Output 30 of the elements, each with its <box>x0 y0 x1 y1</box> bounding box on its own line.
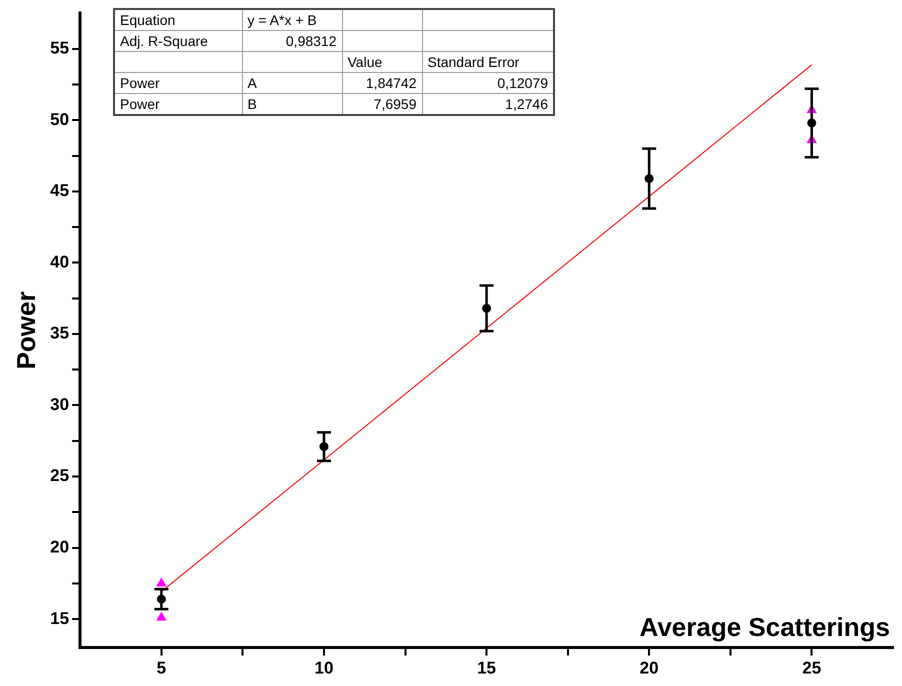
annotation: 0,98312 <box>242 30 342 52</box>
annotation: Standard Error <box>422 52 554 72</box>
y-tick-label: 35 <box>50 324 70 343</box>
y-tick-label: 30 <box>50 394 70 414</box>
x-tick-label: 10 <box>314 658 334 678</box>
annotation: Equation <box>114 9 242 30</box>
annotation: 1,2746 <box>422 94 554 115</box>
x-tick-label: 15 <box>477 658 496 678</box>
y-tick-label: 40 <box>50 252 70 272</box>
annotation: Power <box>114 94 242 115</box>
x-tick-label: 25 <box>802 658 822 678</box>
y-axis-title: Power <box>10 291 41 370</box>
x-tick-label: 5 <box>156 658 166 678</box>
annotation: B <box>242 94 342 115</box>
y-tick-label: 45 <box>50 181 70 200</box>
y-tick-label: 20 <box>50 537 70 556</box>
y-tick-label: 50 <box>50 110 70 129</box>
annotation: Value <box>342 52 422 72</box>
annotation: 0,12079 <box>422 72 554 94</box>
annotation: y = A*x + B <box>242 9 342 30</box>
annotation: Power <box>114 72 242 94</box>
annotation: Adj. R-Square <box>114 30 242 52</box>
annotation: A <box>242 72 342 94</box>
annotation: 7,6959 <box>342 94 422 115</box>
y-tick-label: 15 <box>50 608 70 628</box>
annotation: 1,84742 <box>342 72 422 94</box>
y-tick-label: 55 <box>50 38 70 58</box>
x-tick-label: 20 <box>640 658 659 678</box>
y-tick-label: 25 <box>50 466 70 486</box>
x-axis-title: Average Scatterings <box>640 612 890 642</box>
